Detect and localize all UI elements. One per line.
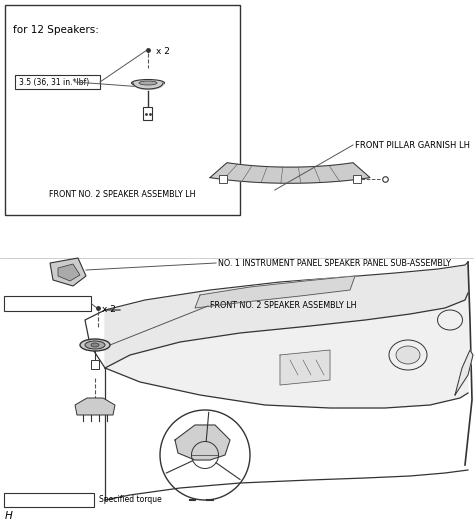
Text: 3.5 (36, 31 in.*lbf): 3.5 (36, 31 in.*lbf) — [19, 77, 89, 86]
FancyBboxPatch shape — [353, 175, 361, 184]
Text: for 12 Speakers:: for 12 Speakers: — [13, 25, 99, 35]
Polygon shape — [210, 163, 370, 183]
Text: N*m (kgf*cm, ft.*lbf): N*m (kgf*cm, ft.*lbf) — [8, 496, 88, 504]
FancyBboxPatch shape — [144, 107, 153, 120]
FancyBboxPatch shape — [4, 296, 91, 311]
Ellipse shape — [131, 80, 164, 86]
FancyBboxPatch shape — [4, 493, 94, 507]
Text: FRONT NO. 2 SPEAKER ASSEMBLY LH: FRONT NO. 2 SPEAKER ASSEMBLY LH — [49, 190, 195, 199]
Ellipse shape — [438, 310, 463, 330]
Ellipse shape — [80, 339, 110, 351]
Polygon shape — [50, 258, 86, 286]
Polygon shape — [105, 293, 468, 408]
Ellipse shape — [139, 81, 157, 85]
FancyBboxPatch shape — [91, 360, 99, 369]
Polygon shape — [175, 425, 230, 460]
FancyBboxPatch shape — [5, 5, 240, 215]
Ellipse shape — [91, 343, 99, 347]
FancyBboxPatch shape — [15, 75, 100, 89]
Text: x 2: x 2 — [156, 46, 170, 56]
Text: NO. 1 INSTRUMENT PANEL SPEAKER PANEL SUB-ASSEMBLY: NO. 1 INSTRUMENT PANEL SPEAKER PANEL SUB… — [218, 258, 451, 267]
Text: 3.5 (36, 31 in.*lbf): 3.5 (36, 31 in.*lbf) — [8, 299, 78, 308]
Ellipse shape — [396, 346, 420, 364]
Text: H: H — [5, 511, 13, 520]
Text: x 2: x 2 — [102, 305, 116, 314]
Polygon shape — [280, 350, 330, 385]
Ellipse shape — [85, 341, 105, 349]
Polygon shape — [58, 264, 80, 281]
Polygon shape — [75, 398, 115, 415]
Ellipse shape — [389, 340, 427, 370]
Polygon shape — [455, 350, 473, 395]
Text: Specified torque: Specified torque — [99, 496, 162, 504]
Polygon shape — [105, 262, 468, 368]
Polygon shape — [195, 276, 355, 308]
Text: FRONT PILLAR GARNISH LH: FRONT PILLAR GARNISH LH — [355, 140, 470, 150]
Text: FRONT NO. 2 SPEAKER ASSEMBLY LH: FRONT NO. 2 SPEAKER ASSEMBLY LH — [210, 302, 356, 310]
FancyBboxPatch shape — [219, 175, 228, 184]
